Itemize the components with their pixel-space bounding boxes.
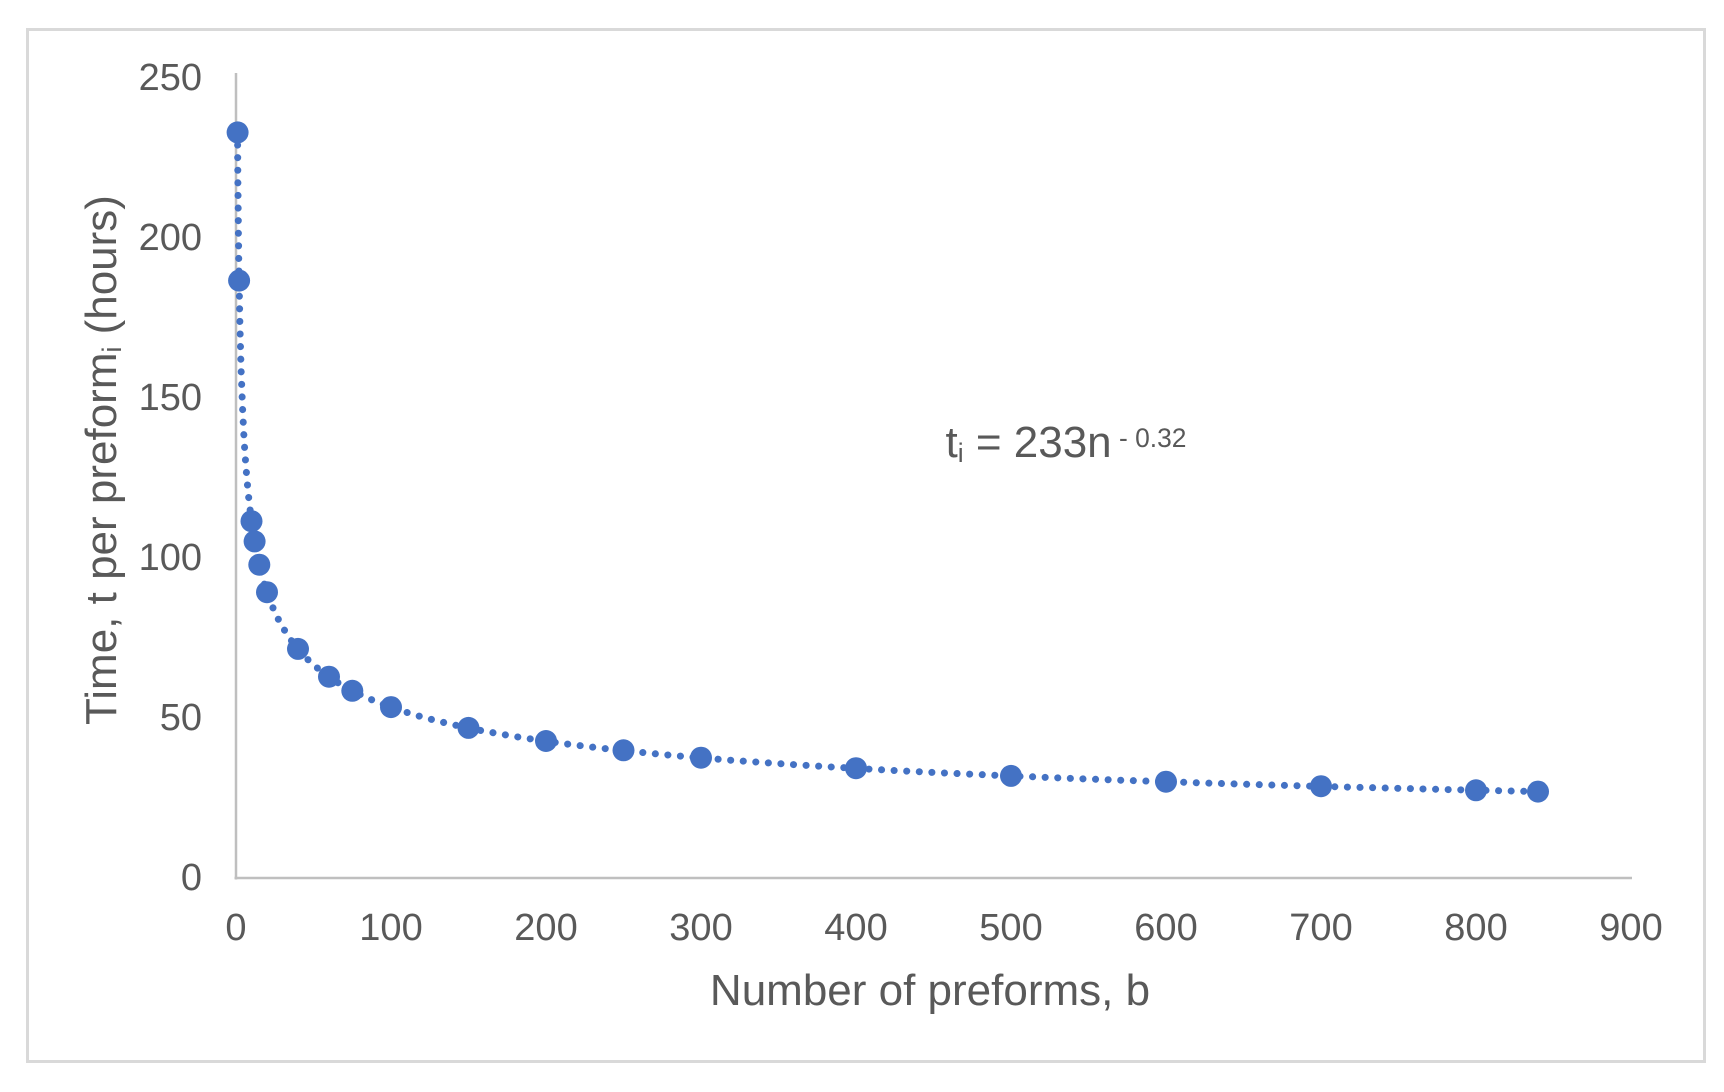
y-tick-label-200: 200: [139, 217, 202, 259]
equation-subscript: i: [957, 437, 964, 468]
data-point-n200: [535, 730, 557, 752]
y-tick-label-150: 150: [139, 377, 202, 419]
x-tick-label-900: 900: [1599, 907, 1662, 949]
data-point-n60: [318, 665, 340, 688]
x-tick-label-800: 800: [1444, 907, 1507, 949]
y-tick-label-100: 100: [139, 537, 202, 579]
data-point-n700: [1310, 775, 1332, 798]
y-axis-title-units: (hours): [77, 195, 126, 347]
data-point-n100: [380, 696, 402, 719]
data-point-n400: [845, 757, 867, 780]
data-point-n1: [226, 121, 249, 144]
chart-frame-border: [26, 28, 1706, 1063]
equation-exponent: - 0.32: [1111, 422, 1187, 453]
y-axis-title-subscript: i: [96, 346, 127, 353]
y-tick-label-0: 0: [181, 857, 202, 899]
trendline-dotted: [234, 128, 1542, 796]
x-tick-label-700: 700: [1289, 907, 1352, 949]
data-point-n840: [1527, 780, 1549, 803]
data-point-n800: [1465, 779, 1487, 802]
data-point-n2: [228, 269, 251, 292]
x-tick-label-0: 0: [225, 907, 246, 949]
y-tick-label-50: 50: [160, 697, 202, 739]
data-point-n600: [1155, 770, 1177, 793]
data-point-n150: [457, 716, 480, 739]
x-tick-label-600: 600: [1134, 907, 1197, 949]
data-point-n300: [690, 746, 712, 769]
x-tick-label-100: 100: [359, 907, 422, 949]
x-tick-label-200: 200: [514, 907, 577, 949]
data-point-n75: [341, 679, 364, 702]
data-point-n10: [240, 510, 263, 533]
y-tick-label-250: 250: [139, 57, 202, 99]
data-point-n40: [287, 637, 309, 660]
data-point-n12: [243, 530, 266, 553]
data-point-n20: [256, 581, 278, 604]
x-tick-label-500: 500: [979, 907, 1042, 949]
data-point-n250: [612, 739, 635, 762]
trendline-equation: ti = 233n - 0.32: [945, 418, 1187, 468]
data-point-n15: [248, 553, 271, 576]
equation-variable: t: [945, 418, 958, 467]
x-tick-label-300: 300: [669, 907, 732, 949]
y-axis-title-text: Time, t per preform: [77, 352, 126, 725]
x-axis-title: Number of preforms, b: [709, 966, 1151, 1015]
y-axis-title: Time, t per preformi (hours): [77, 195, 127, 725]
data-point-n500: [1000, 764, 1022, 787]
equation-body: = 233n: [963, 418, 1112, 467]
x-tick-label-400: 400: [824, 907, 887, 949]
